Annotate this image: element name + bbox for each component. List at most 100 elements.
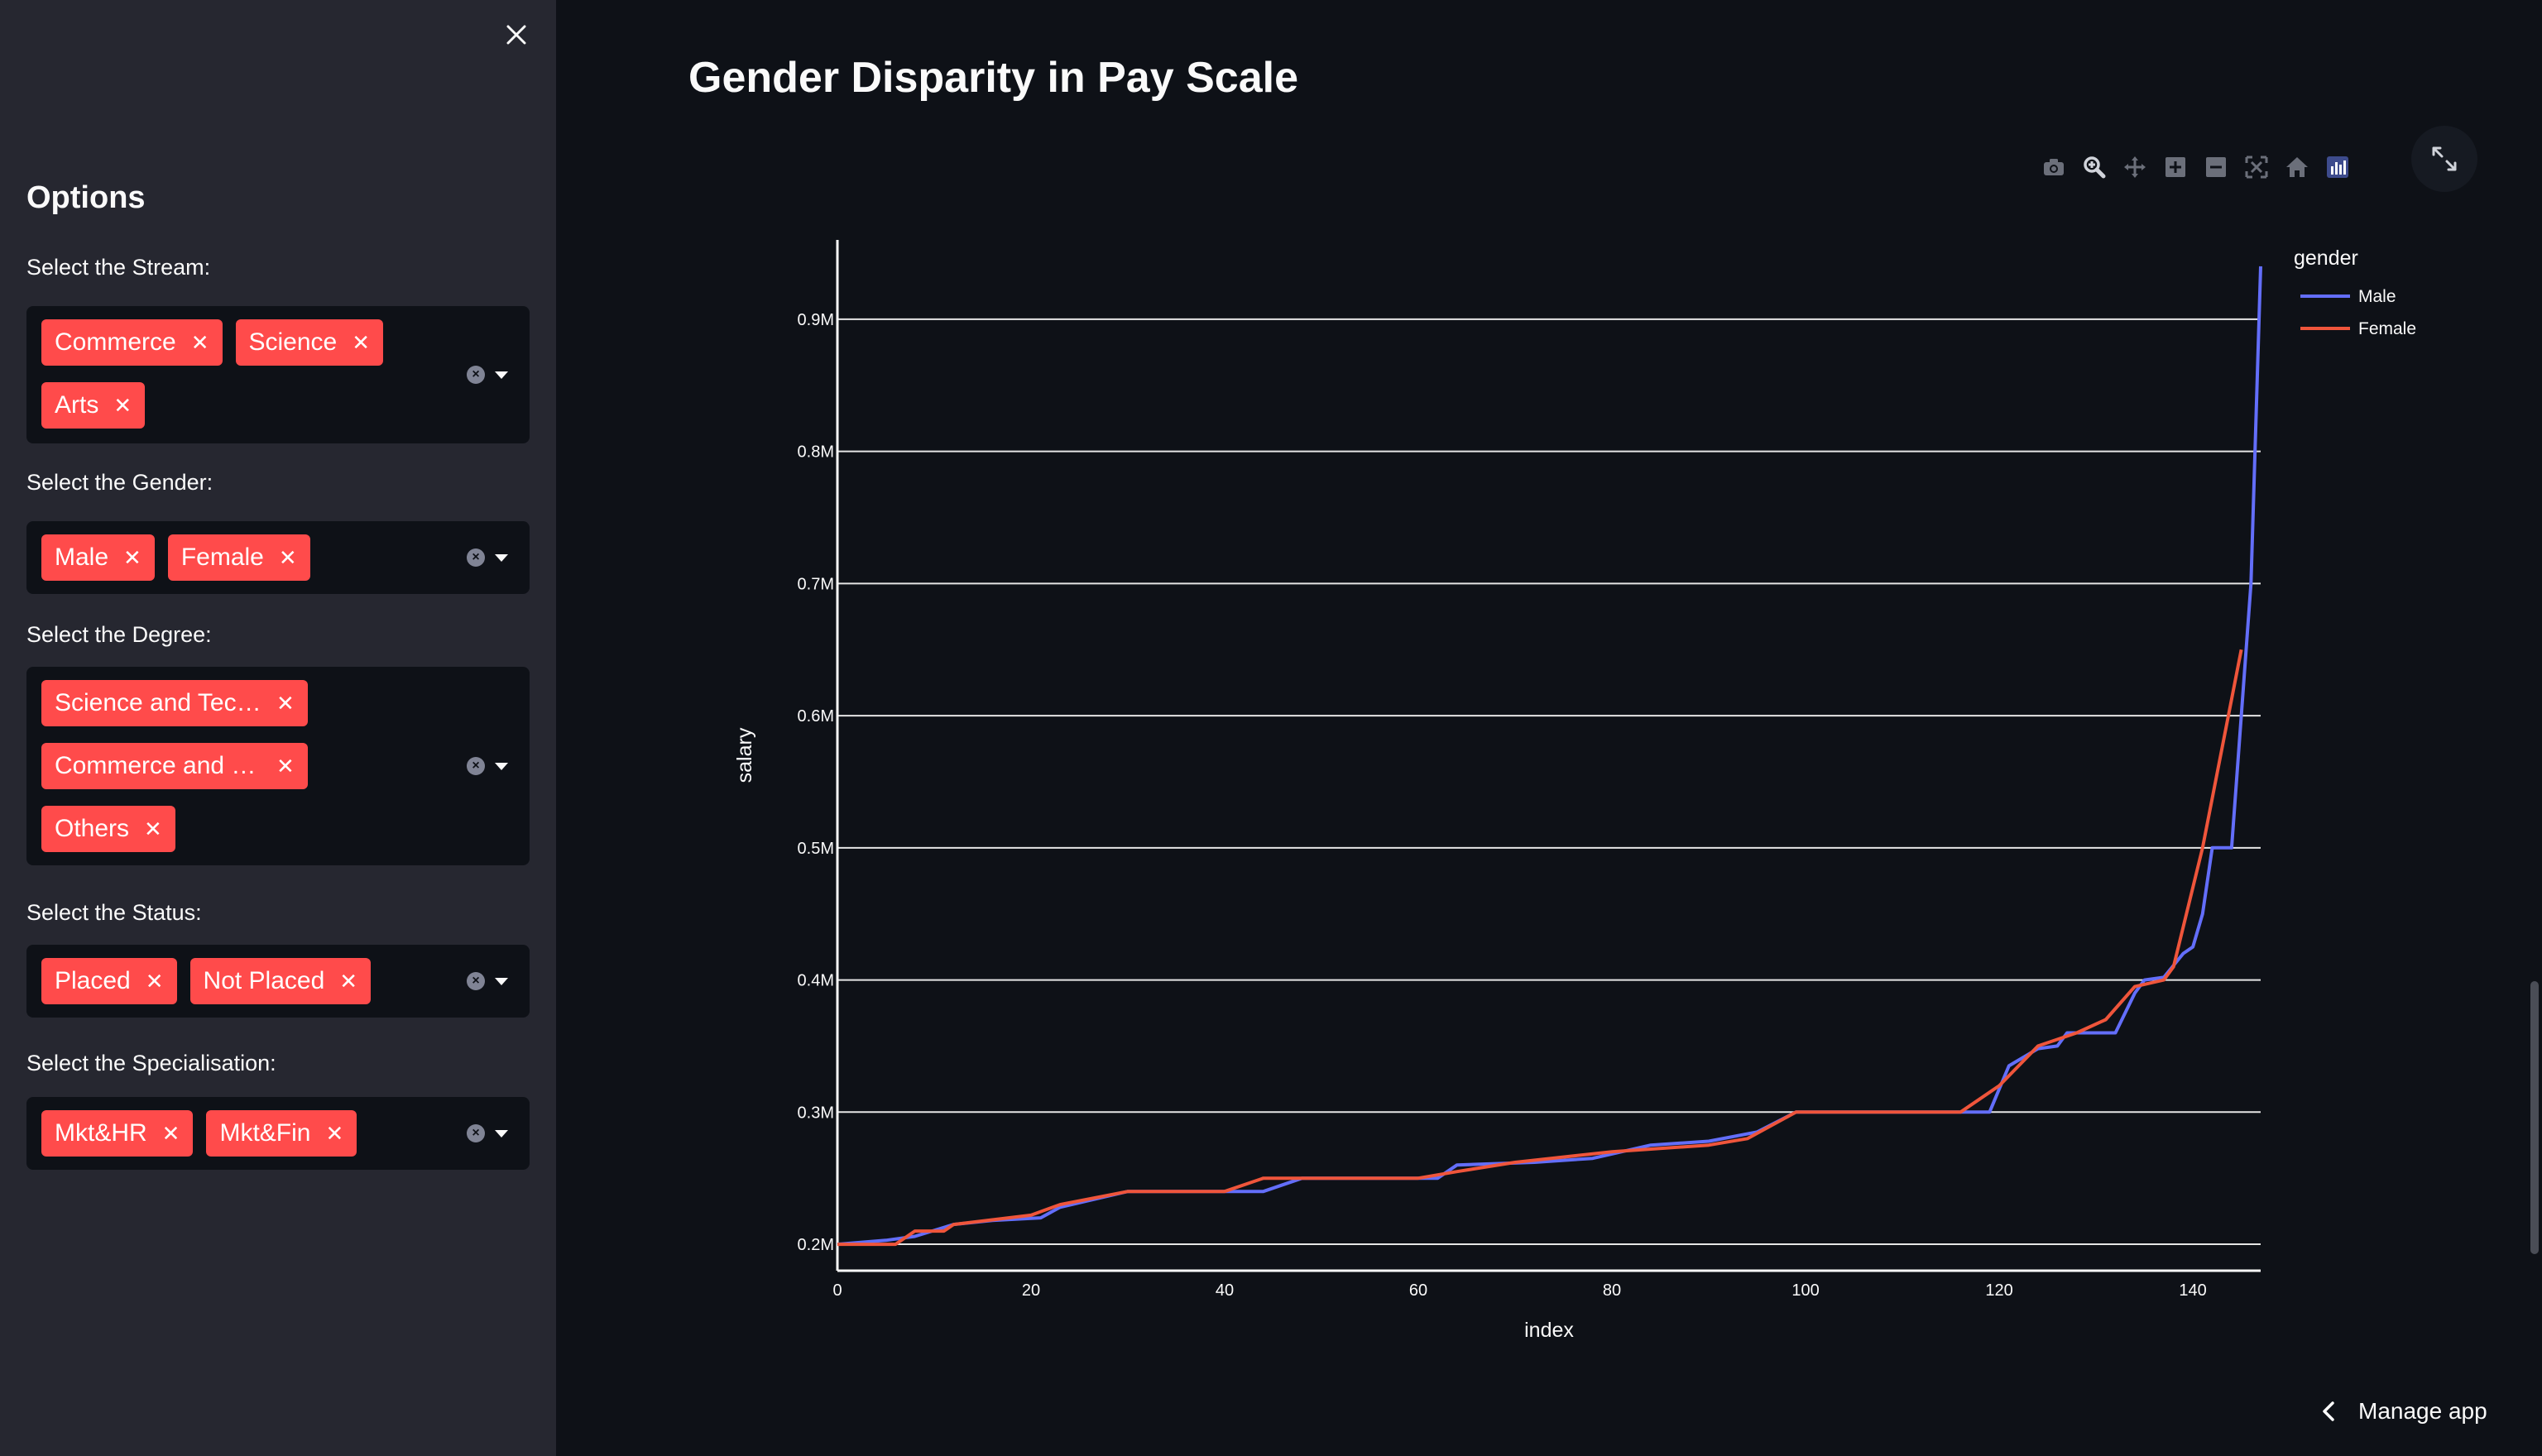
y-tick-label: 0.8M [798,443,834,462]
x-tick-label: 120 [1985,1281,2012,1300]
zoom-out-icon [2206,157,2226,177]
y-tick-label: 0.7M [798,575,834,593]
legend-entry: Female [2358,319,2416,338]
status-tags: Placed ✕ Not Placed ✕ [41,958,455,1004]
close-icon [506,25,526,45]
remove-tag-icon[interactable]: ✕ [339,969,358,994]
salary-line-chart[interactable]: 0.2M 0.3M 0.4M 0.5M 0.6M 0.7M 0.8M 0.9M 0 20 40 60 8… [712,223,2416,1340]
close-sidebar-button[interactable] [500,18,533,51]
camera-icon [2044,159,2064,175]
manage-app-label: Manage app [2358,1398,2487,1424]
y-tick-label: 0.3M [798,1104,834,1122]
zoom-button[interactable] [2078,152,2111,182]
download-png-button[interactable] [2037,152,2070,182]
status-tag[interactable]: Not Placed ✕ [189,958,372,1004]
remove-tag-icon[interactable]: ✕ [144,817,162,841]
specialisation-tag[interactable]: Mkt&HR ✕ [41,1110,194,1157]
clear-all-icon[interactable]: × [467,548,485,567]
zoom-in-button[interactable] [2159,152,2192,182]
specialisation-multiselect[interactable]: Mkt&HR ✕ Mkt&Fin ✕ × [26,1097,530,1170]
status-label: Select the Status: [26,900,202,925]
specialisation-tag[interactable]: Mkt&Fin ✕ [206,1110,357,1157]
chevron-down-icon[interactable] [495,1129,508,1138]
x-tick-label: 100 [1791,1281,1819,1300]
x-tick-label: 140 [2179,1281,2206,1300]
status-tag[interactable]: Placed ✕ [41,958,177,1004]
zoom-in-icon [2165,157,2185,177]
page-title: Gender Disparity in Pay Scale [688,54,1298,102]
zoom-icon [2084,156,2106,179]
x-tick-label: 80 [1603,1281,1621,1300]
legend-title: gender [2294,247,2358,270]
remove-tag-icon[interactable]: ✕ [113,393,132,418]
y-tick-label: 0.2M [798,1236,834,1254]
sidebar: Options Select the Stream: Commerce ✕ Sci… [0,0,556,1456]
degree-multiselect[interactable]: Science and Tec… ✕ Commerce and … ✕ Others… [26,667,530,865]
chevron-down-icon[interactable] [495,371,508,379]
gender-tag[interactable]: Female ✕ [167,534,310,581]
remove-tag-icon[interactable]: ✕ [276,691,295,716]
main-scrollbar[interactable] [2530,981,2539,1254]
y-tick-label: 0.6M [798,707,834,726]
autoscale-icon [2245,156,2268,179]
legend-entry: Male [2358,287,2396,306]
fullscreen-button[interactable] [2411,126,2477,192]
pan-button[interactable] [2118,152,2151,182]
x-tick-label: 20 [1022,1281,1040,1300]
chevron-down-icon[interactable] [495,553,508,562]
stream-tag[interactable]: Arts ✕ [41,382,146,429]
chart-modebar [2037,152,2362,182]
y-tick-label: 0.5M [798,840,834,858]
reset-axes-button[interactable] [2281,152,2314,182]
degree-tag[interactable]: Others ✕ [41,806,175,852]
degree-tags: Science and Tec… ✕ Commerce and … ✕ Others… [41,680,455,852]
x-tick-label: 60 [1409,1281,1427,1300]
gender-tags: Male ✕ Female ✕ [41,534,455,581]
zoom-out-button[interactable] [2199,152,2233,182]
remove-tag-icon[interactable]: ✕ [161,1121,180,1146]
specialisation-label: Select the Specialisation: [26,1051,276,1075]
gender-label: Select the Gender: [26,470,213,495]
clear-all-icon[interactable]: × [467,972,485,990]
remove-tag-icon[interactable]: ✕ [276,754,295,778]
remove-tag-icon[interactable]: ✕ [190,330,209,355]
home-icon [2286,157,2308,177]
chevron-left-icon [2323,1401,2334,1421]
y-tick-label: 0.9M [798,311,834,329]
plotly-logo-button[interactable] [2321,152,2354,182]
clear-all-icon[interactable]: × [467,1124,485,1142]
degree-tag[interactable]: Commerce and … ✕ [41,743,308,789]
specialisation-tags: Mkt&HR ✕ Mkt&Fin ✕ [41,1110,455,1157]
stream-multiselect[interactable]: Commerce ✕ Science ✕ Arts ✕ × [26,306,530,443]
x-axis-title: index [1524,1319,1574,1340]
x-tick-label: 0 [832,1281,842,1300]
series-lines [837,266,2262,1247]
y-tick-label: 0.4M [798,972,834,990]
y-axis-title: salary [733,727,756,783]
remove-tag-icon[interactable]: ✕ [278,545,297,570]
clear-all-icon[interactable]: × [467,757,485,775]
gender-multiselect[interactable]: Male ✕ Female ✕ × [26,521,530,594]
autoscale-button[interactable] [2240,152,2273,182]
degree-label: Select the Degree: [26,622,212,647]
chevron-down-icon[interactable] [495,977,508,985]
chevron-down-icon[interactable] [495,762,508,770]
remove-tag-icon[interactable]: ✕ [352,330,371,355]
expand-icon [2432,146,2457,171]
clear-all-icon[interactable]: × [467,366,485,384]
remove-tag-icon[interactable]: ✕ [145,969,164,994]
degree-tag[interactable]: Science and Tec… ✕ [41,680,308,726]
stream-tag[interactable]: Science ✕ [235,319,384,366]
sidebar-title: Options [26,180,146,215]
gender-tag[interactable]: Male ✕ [41,534,155,581]
manage-app-button[interactable]: Manage app [2322,1398,2487,1425]
status-multiselect[interactable]: Placed ✕ Not Placed ✕ × [26,945,530,1018]
series-line-female [837,649,2243,1247]
remove-tag-icon[interactable]: ✕ [325,1121,344,1146]
stream-tag[interactable]: Commerce ✕ [41,319,223,366]
stream-tags: Commerce ✕ Science ✕ Arts ✕ [41,319,455,429]
x-tick-label: 40 [1216,1281,1234,1300]
remove-tag-icon[interactable]: ✕ [123,545,141,570]
